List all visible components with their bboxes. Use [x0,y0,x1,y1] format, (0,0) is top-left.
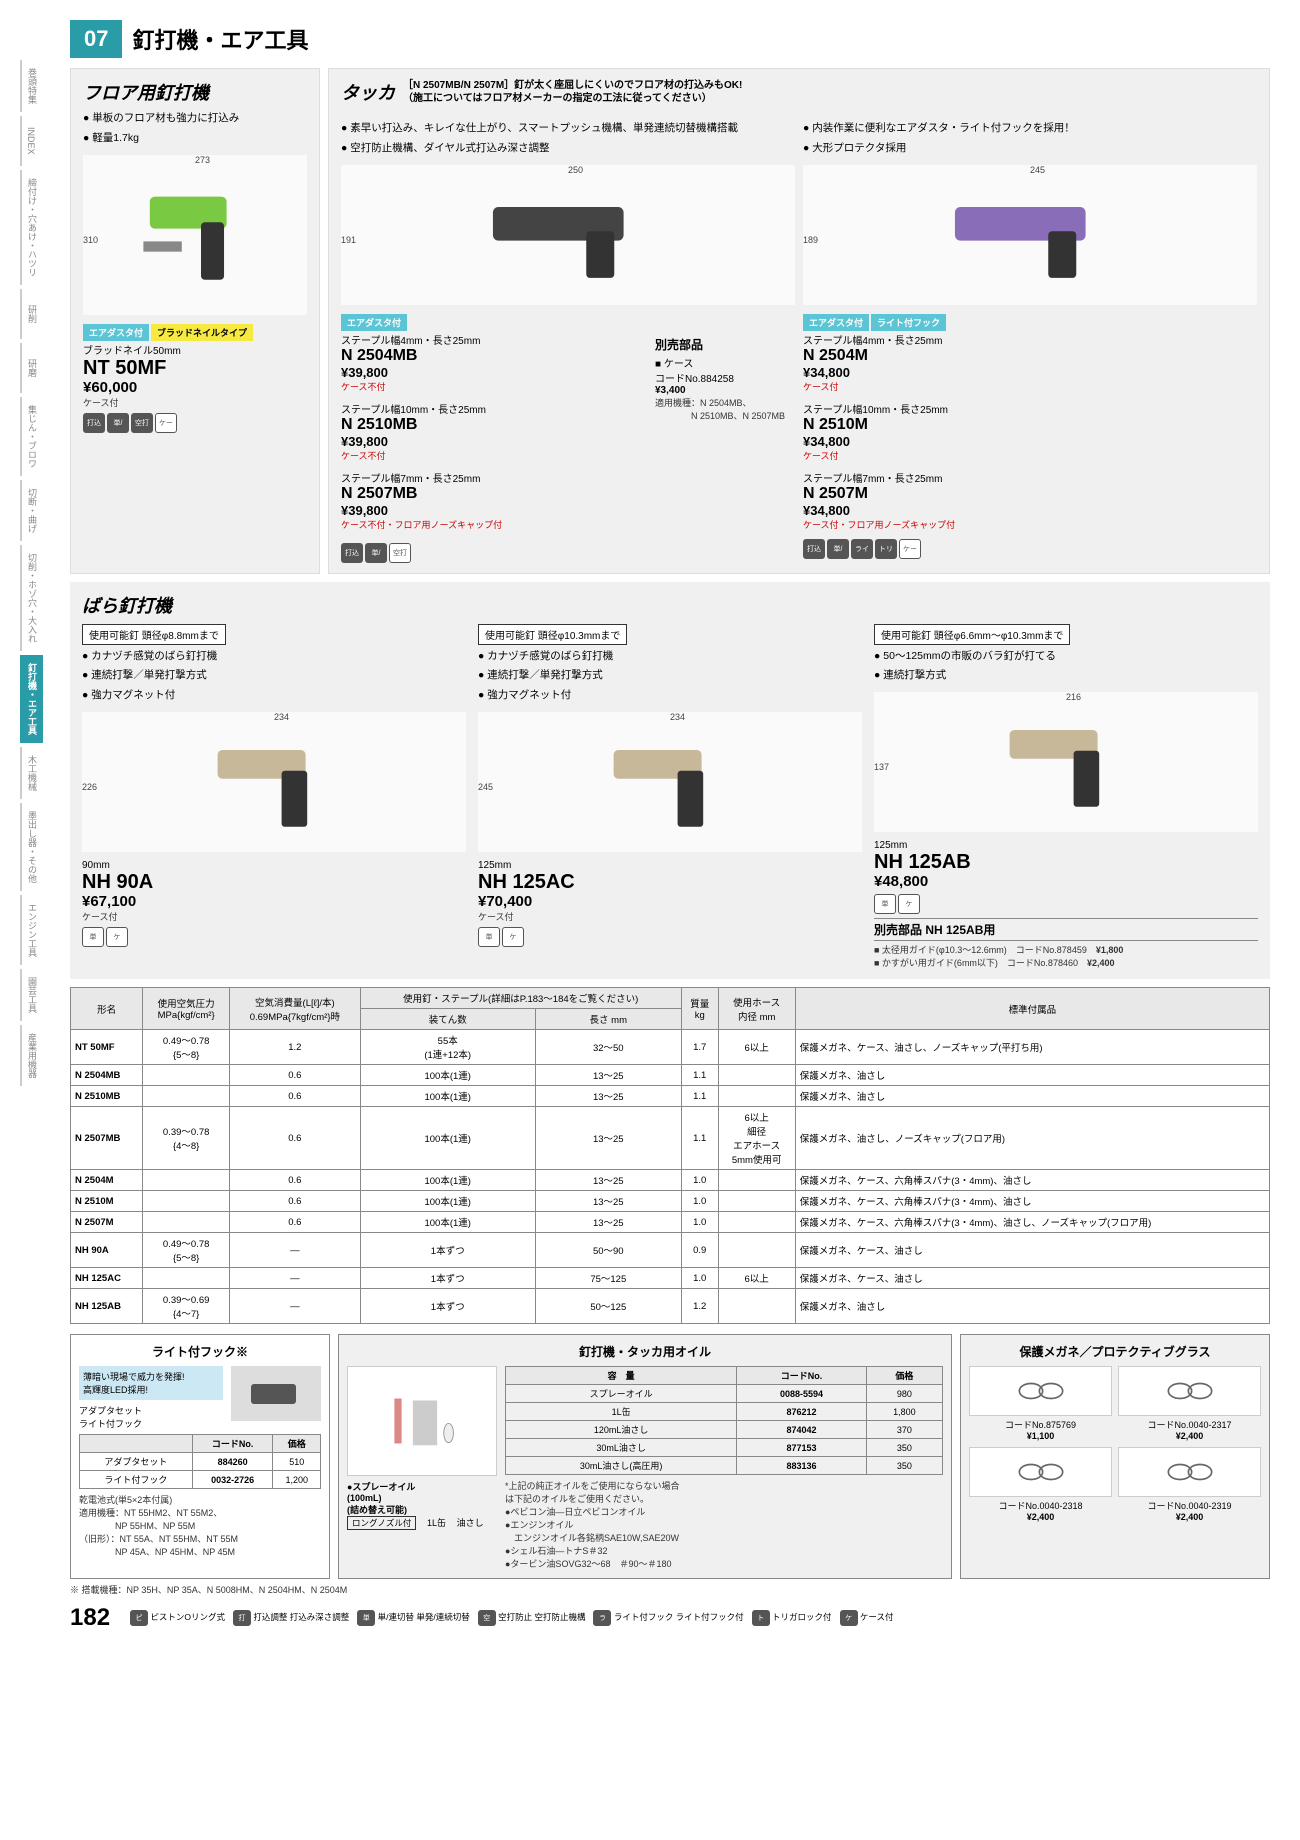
tacker-section: タッカ ［N 2507MB/N 2507M］釘が太く座屈しにくいのでフロア材の打… [328,68,1270,574]
sidenav-tab[interactable]: 研磨 [20,343,43,393]
feature-icon: 打込 [803,539,825,559]
feature-icon: 単/ [827,539,849,559]
legend-item: 打 打込調整 打込み深さ調整 [233,1610,349,1626]
glasses-box: 保護メガネ／プロテクティブグラス コードNo.875769¥1,100コードNo… [960,1334,1270,1579]
table-row: N 2510MB0.6100本(1連)13～251.1保護メガネ、油さし [71,1086,1270,1107]
legend: ピ ピストンOリング式打 打込調整 打込み深さ調整単 単/連切替 単発/連続切替… [130,1610,893,1626]
oil-box: 釘打機・タッカ用オイル ●スプレーオイル (100mL) (詰め替え可能) ロン… [338,1334,952,1579]
bullet: 大形プロテクタ採用 [803,141,1257,157]
hook-box: ライト付フック※ 薄暗い現場で威力を発揮! 高輝度LED採用! アダプタセット … [70,1334,330,1579]
sidenav-tab[interactable]: 園芸工具 [20,969,43,1021]
tacker-left: 素早い打込み、キレイな仕上がり、スマートプッシュ機構、単発連続切替機構搭載空打防… [341,121,795,563]
floor-nailer-section: フロア用釘打機 単板のフロア材も強力に打込み軽量1.7kg 273 310 エア… [70,68,320,574]
feature-icon: ケー [155,413,177,433]
legend-item: ピ ピストンOリング式 [130,1610,225,1626]
bullet: 空打防止機構、ダイヤル式打込み深さ調整 [341,141,795,157]
sidenav-tab[interactable]: 釘打機・エア工具 [20,655,43,743]
table-row: N 2504M0.6100本(1連)13～251.0保護メガネ、ケース、六角棒ス… [71,1170,1270,1191]
spec-table: 形名使用空気圧力 MPa{kgf/cm²}空気消費量(L[ℓ]/本) 0.69M… [70,987,1270,1324]
glasses-item: コードNo.0040-2318¥2,400 [969,1447,1112,1522]
feature-icon: ケー [899,539,921,559]
tacker-right: 内装作業に便利なエアダスタ・ライト付フックを採用！ 大形プロテクタ採用 245 1… [803,121,1257,563]
sidenav-tab[interactable]: 切断・曲げ [20,480,43,541]
sidenav-tab[interactable]: 切削・ホゾ穴・大入れ [20,545,43,651]
legend-item: ケ ケース付 [840,1610,894,1626]
tacker-left-image: 250 191 [341,165,795,305]
legend-item: ラ ライト付フック ライト付フック付 [593,1610,743,1626]
page-number: 182 [70,1604,110,1632]
sidenav-tab[interactable]: 産業用機器 [20,1025,43,1086]
sidenav-tab[interactable]: 木工機械 [20,747,43,799]
tacker-headnote: ［N 2507MB/N 2507M］釘が太く座屈しにくいのでフロア材の打込みもO… [403,79,742,105]
bullet: 素早い打込み、キレイな仕上がり、スマートプッシュ機構、単発連続切替機構搭載 [341,121,795,137]
table-row: NH 90A0.49～0.78 {5～8}—1本ずつ50～900.9保護メガネ、… [71,1233,1270,1268]
section-title: 釘打機・エア工具 [132,23,308,55]
bullet: 内装作業に便利なエアダスタ・ライト付フックを採用！ [803,121,1257,137]
table-row: NH 125AC—1本ずつ75～1251.06以上保護メガネ、ケース、油さし [71,1268,1270,1289]
floor-model: NT 50MF [83,357,307,379]
feature-icon: トリ [875,539,897,559]
feature-icon: 空打 [131,413,153,433]
sidenav-tab[interactable]: 墨出し器・その他 [20,803,43,891]
floor-price: ¥60,000 [83,379,307,396]
product-item: ステープル幅4mm・長さ25mmN 2504MB¥39,800ケース不付 [341,332,647,393]
floor-product-image: 273 310 [83,155,307,315]
hook-image [231,1366,321,1421]
glasses-item: コードNo.0040-2319¥2,400 [1118,1447,1261,1522]
bara-column: 使用可能釘 頭径φ10.3mmまでカナヅチ感覚のばら釘打機連続打撃／単発打撃方式… [478,624,862,970]
hook-footnote: ※ 搭載機種：NP 35H、NP 35A、N 5008HM、N 2504HM、N… [70,1583,1270,1596]
legend-item: 空 空打防止 空打防止機構 [478,1610,586,1626]
feature-icon: 単/ [107,413,129,433]
product-item: ステープル幅10mm・長さ25mmN 2510M¥34,800ケース付 [803,401,1257,462]
floor-title: フロア用釘打機 [83,79,307,105]
sidenav-tab[interactable]: INDEX [20,116,40,166]
sidenav-tab[interactable]: 締付け・穴あけ・ハツリ [20,170,43,285]
feature-icon: 打込 [83,413,105,433]
glasses-item: コードNo.0040-2317¥2,400 [1118,1366,1261,1441]
nailer-icon [105,171,284,299]
bullet: 単板のフロア材も強力に打込み [83,111,307,127]
sidenav-tab[interactable]: 巻頭特集 [20,60,43,112]
legend-item: 単 単/連切替 単発/連続切替 [357,1610,469,1626]
side-navigation: 巻頭特集 INDEX 締付け・穴あけ・ハツリ研削研磨集じん・ブロワ切断・曲げ切削・ホ… [20,60,60,1090]
sidenav-tab[interactable]: 集じん・ブロワ [20,397,43,476]
page-header: 07 釘打機・エア工具 [70,20,1270,58]
bara-title: ばら釘打機 [82,592,1258,618]
product-item: ステープル幅7mm・長さ25mmN 2507M¥34,800ケース付・フロア用ノ… [803,470,1257,531]
sidenav-tab[interactable]: エンジン工具 [20,895,43,965]
feature-icon: 単/ [365,543,387,563]
product-item: ステープル幅7mm・長さ25mmN 2507MB¥39,800ケース不付・フロア… [341,470,647,531]
feature-icon: 打込 [341,543,363,563]
oil-image [347,1366,497,1476]
feature-icon: 空打 [389,543,411,563]
product-item: ステープル幅4mm・長さ25mmN 2504M¥34,800ケース付 [803,332,1257,393]
feature-icon: ライ [851,539,873,559]
bara-column: 使用可能釘 頭径φ6.6mm～φ10.3mmまで50～125mmの市販のバラ釘が… [874,624,1258,970]
table-row: N 2507M0.6100本(1連)13～251.0保護メガネ、ケース、六角棒ス… [71,1212,1270,1233]
table-row: NT 50MF0.49～0.78 {5～8}1.255本 (1連+12本)32～… [71,1030,1270,1065]
stapler-icon [386,179,749,291]
bara-section: ばら釘打機 使用可能釘 頭径φ8.8mmまでカナヅチ感覚のばら釘打機連続打撃／単… [70,582,1270,980]
table-row: N 2504MB0.6100本(1連)13～251.1保護メガネ、油さし [71,1065,1270,1086]
bullet: 軽量1.7kg [83,131,307,147]
product-item: ステープル幅10mm・長さ25mmN 2510MB¥39,800ケース不付 [341,401,647,462]
section-number: 07 [70,20,122,58]
stapler-icon [848,179,1211,291]
sidenav-tab[interactable]: 研削 [20,289,43,339]
table-row: N 2507MB0.39～0.78 {4～8}0.6100本(1連)13～251… [71,1107,1270,1170]
table-row: NH 125AB0.39～0.69 {4～7}—1本ずつ50～1251.2保護メ… [71,1289,1270,1324]
bara-column: 使用可能釘 頭径φ8.8mmまでカナヅチ感覚のばら釘打機連続打撃／単発打撃方式強… [82,624,466,970]
tacker-title: タッカ [341,79,395,105]
table-row: N 2510M0.6100本(1連)13～251.0保護メガネ、ケース、六角棒ス… [71,1191,1270,1212]
tacker-right-image: 245 189 [803,165,1257,305]
glasses-item: コードNo.875769¥1,100 [969,1366,1112,1441]
legend-item: ト トリガロック付 [752,1610,832,1626]
